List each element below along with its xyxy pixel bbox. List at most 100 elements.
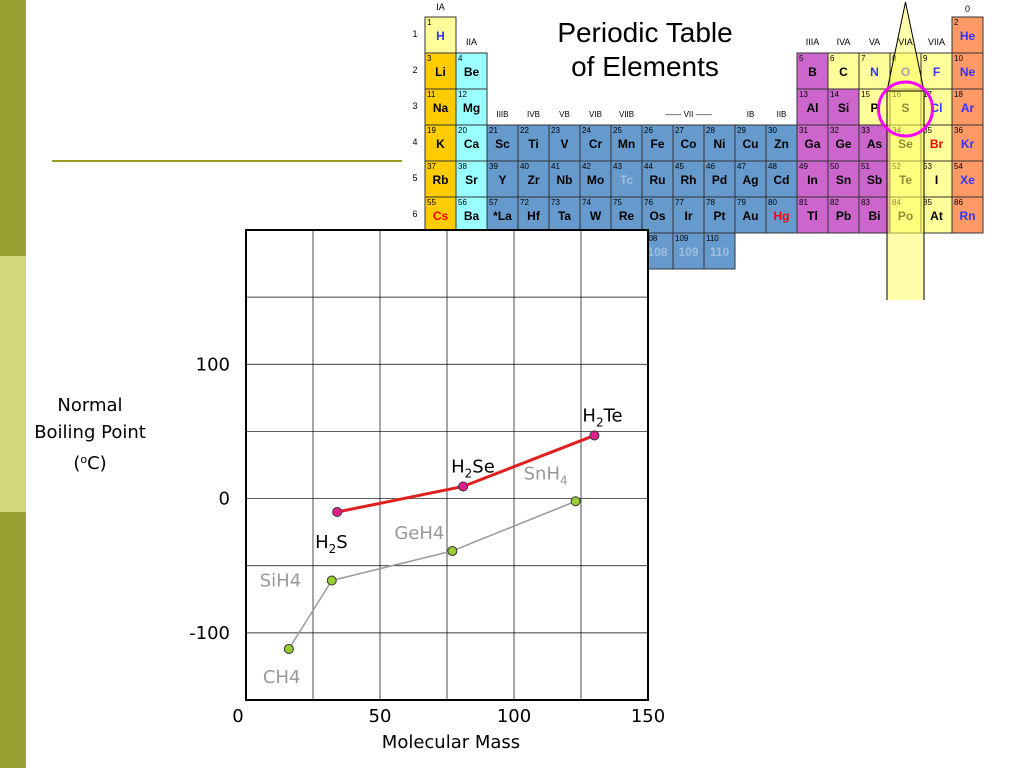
element-symbol: Ar: [961, 101, 975, 115]
element-cell-bg: [827, 196, 860, 234]
group-label-row3: IB: [747, 110, 755, 119]
group-label-IA: IA: [436, 2, 445, 12]
element-symbol: Re: [619, 209, 635, 223]
element-cell-P: 15P: [858, 88, 891, 126]
element-cell-Rn: 86 Rn: [951, 196, 984, 234]
element-cell-bg: [951, 124, 984, 162]
element-cell-Pb: 82 Pb: [827, 196, 860, 234]
period-label: 2: [412, 65, 417, 75]
element-symbol: Cs: [433, 209, 449, 223]
element-number: 79: [737, 198, 746, 207]
element-symbol: Sb: [867, 173, 882, 187]
element-cell-bg: [734, 124, 767, 162]
element-number: 22: [520, 126, 529, 135]
element-symbol: Rb: [433, 173, 449, 187]
group-label-row1: VIA: [898, 37, 913, 47]
element-number: 109: [675, 234, 689, 243]
series-0: H2S H2Se H2Te: [315, 405, 622, 556]
element-cell-bg: [579, 196, 612, 234]
element-number: 26: [644, 126, 653, 135]
data-point-h2se: [458, 481, 469, 492]
element-cell-bg: [734, 196, 767, 234]
element-symbol: Bi: [869, 209, 881, 223]
element-cell-Pd: 46 Pd: [703, 160, 736, 198]
element-symbol: Xe: [960, 173, 975, 187]
element-number: 23: [551, 126, 560, 135]
group-label-row3: IIB: [777, 110, 787, 119]
element-symbol: Sn: [836, 173, 851, 187]
element-cell-bg: [517, 124, 550, 162]
series-1: CH4 SiH4 GeH4 SnH4: [260, 463, 581, 688]
element-number: 39: [489, 162, 498, 171]
element-number: 2: [954, 18, 959, 27]
element-cell-bg: [951, 196, 984, 234]
element-number: 11: [427, 90, 436, 99]
group-label-row3: VIIB: [619, 110, 634, 119]
element-cell-Ca: 20 Ca: [455, 124, 488, 162]
element-number: 42: [582, 162, 591, 171]
element-cell-Os: 76 Os: [641, 196, 674, 234]
element-number: 13: [799, 90, 808, 99]
element-number: 20: [458, 126, 467, 135]
element-symbol: Nb: [557, 173, 573, 187]
element-cell-bg: [641, 160, 674, 198]
element-symbol: Ge: [835, 137, 851, 151]
element-cell-Zr: 40 Zr: [517, 160, 550, 198]
group-label-row3: VB: [559, 110, 570, 119]
series-line: [288, 500, 576, 650]
sulfur-circle: [877, 80, 934, 138]
element-number: 110: [706, 234, 719, 243]
element-cell-Kr: 36 Kr: [951, 124, 984, 162]
element-cell-I: 53I: [920, 160, 953, 198]
element-symbol: Pt: [714, 209, 726, 223]
element-symbol: Cd: [774, 173, 790, 187]
element-symbol: Zn: [774, 137, 789, 151]
element-cell-bg: [796, 124, 829, 162]
element-number: 1: [427, 18, 432, 27]
element-symbol: Co: [681, 137, 697, 151]
element-symbol: Ir: [684, 209, 692, 223]
element-symbol: I: [935, 173, 938, 187]
element-cell-He: 2He: [951, 16, 984, 54]
element-number: 50: [830, 162, 839, 171]
element-symbol: Mg: [463, 101, 480, 115]
element-cell-bg: [858, 88, 891, 126]
element-symbol: Pb: [836, 209, 851, 223]
sidebar-band-2: [0, 256, 26, 512]
element-number: 49: [799, 162, 808, 171]
element-cell-bg: [672, 196, 705, 234]
element-symbol: Os: [649, 209, 665, 223]
element-cell-bg: [796, 88, 829, 126]
element-cell-bg: [920, 160, 953, 198]
element-number: 41: [551, 162, 560, 171]
element-symbol: At: [930, 209, 943, 223]
element-cell-bg: [703, 160, 736, 198]
element-symbol: F: [933, 65, 940, 79]
element-cell-Ag: 47 Ag: [734, 160, 767, 198]
element-cell-bg: [796, 196, 829, 234]
element-number: 15: [861, 90, 870, 99]
element-cell-bg: [486, 160, 519, 198]
element-symbol: Y: [498, 173, 506, 187]
element-number: 40: [520, 162, 529, 171]
element-cell-bg: [796, 52, 829, 90]
group-label-row1: IIIA: [806, 37, 820, 47]
x-tick-label: 100: [497, 706, 531, 727]
group-label-row3: —— VII ——: [665, 110, 711, 119]
element-number: 4: [458, 54, 463, 63]
element-number: 45: [675, 162, 684, 171]
slide-sidebar: [0, 0, 26, 768]
element-number: 43: [613, 162, 622, 171]
element-cell-Ar: 18 Ar: [951, 88, 984, 126]
data-point-ch4: [283, 643, 294, 654]
x-tick-label: 0: [232, 706, 243, 727]
element-symbol: Li: [435, 65, 446, 79]
element-cell-bg: [579, 124, 612, 162]
element-symbol: Be: [464, 65, 480, 79]
group16-highlight: [886, 90, 925, 300]
element-cell-Ge: 32 Ge: [827, 124, 860, 162]
data-point-sih4: [326, 575, 337, 586]
element-symbol: Mo: [587, 173, 604, 187]
